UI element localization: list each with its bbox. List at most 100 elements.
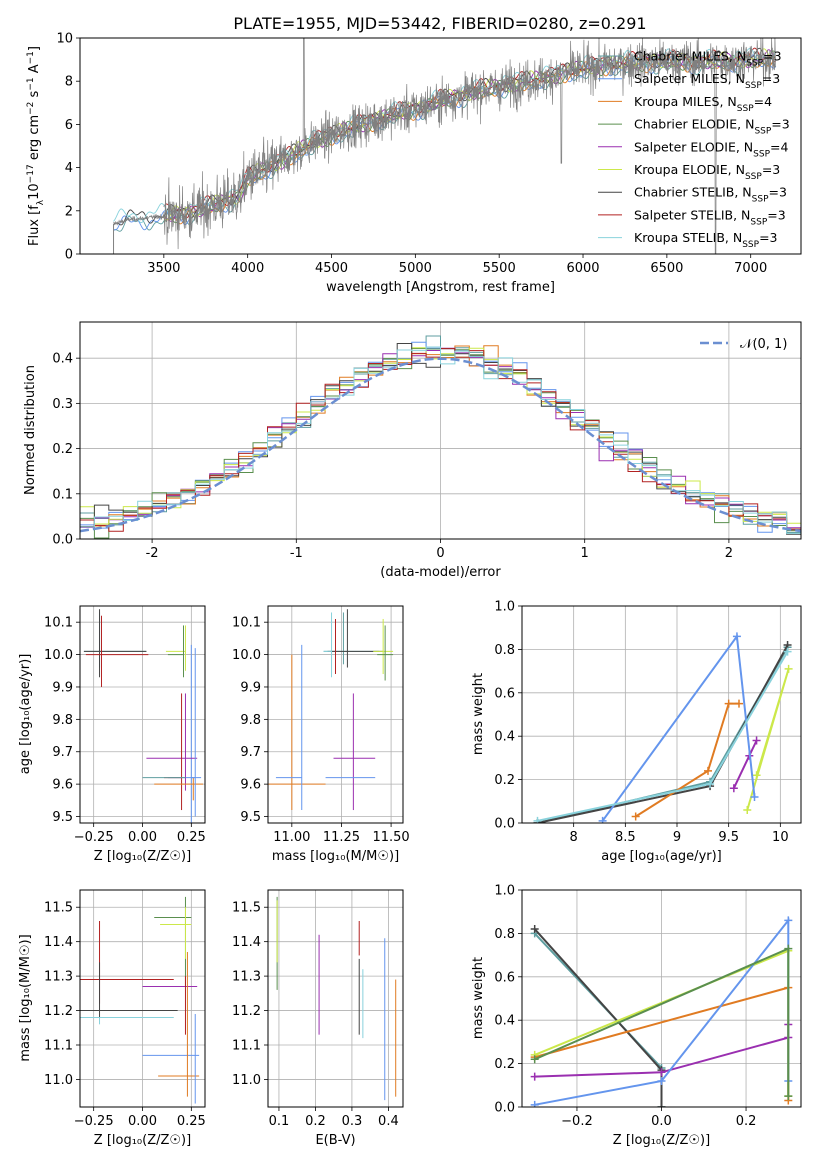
x-tick-label: 11.50 xyxy=(372,830,409,845)
label-part: erg cm xyxy=(27,115,42,164)
weight-point-marker xyxy=(533,816,542,823)
y-tick-label: 0.2 xyxy=(494,1057,515,1072)
x-tick-label: 1 xyxy=(581,546,589,561)
x-tick-label: 0.2 xyxy=(736,1114,757,1129)
y-tick-label: 0.8 xyxy=(494,927,515,942)
x-tick-label: 4000 xyxy=(231,261,264,276)
y-axis-label: mass weight xyxy=(471,673,486,755)
ticks: −0.2 0.0 0.2 0.0 0.2 0.4 0.6 0.8 1.0 xyxy=(494,884,756,1130)
weight-point-marker xyxy=(732,632,741,641)
label-part: s xyxy=(27,90,42,101)
x-tick-label: 0.00 xyxy=(128,1114,157,1129)
y-tick-label: 8 xyxy=(65,75,73,90)
legend-value: =3 xyxy=(769,185,787,200)
y-tick-label: 10.1 xyxy=(44,616,73,631)
y-tick-label: 0 xyxy=(65,248,73,263)
legend-label: 𝒩(0, 1) xyxy=(740,337,787,352)
y-axis-label: mass [log₁₀(M/M☉)] xyxy=(18,934,33,1061)
axes-frame xyxy=(267,889,404,1108)
x-tick-label: 0.2 xyxy=(305,1114,326,1129)
normal-reference-curve xyxy=(80,357,801,533)
plot-area xyxy=(276,896,397,1101)
plot-area xyxy=(80,335,801,539)
axes-frame xyxy=(79,889,206,1108)
axes-frame xyxy=(521,605,802,824)
gridlines xyxy=(80,890,205,1107)
legend-value: =4 xyxy=(754,94,772,109)
weight-point-marker xyxy=(657,1076,666,1085)
y-tick-label: 0.2 xyxy=(52,442,73,457)
y-tick-label: 4 xyxy=(65,161,73,176)
legend-sub: SSP xyxy=(742,240,759,250)
y-tick-label: 0.0 xyxy=(494,1101,515,1116)
gridlines xyxy=(268,890,403,1107)
legend-value: =4 xyxy=(770,139,788,154)
axes-weight_vs_Z: −0.2 0.0 0.2 0.0 0.2 0.4 0.6 0.8 1.0 Z [log₁₀(Z/Z… xyxy=(471,884,802,1148)
legend-value: =3 xyxy=(762,162,780,177)
ticks: 0.1 0.2 0.3 0.4 11.0 11.1 11.2 11.3 11.4 11.5 xyxy=(232,901,399,1129)
axes-weight_vs_age: 8 8.5 9 9.5 10 0.0 0.2 0.4 0.6 0.8 1.0 age [log₁₀(a… xyxy=(471,600,802,864)
weight-point-marker xyxy=(729,784,738,793)
label-part: 10 xyxy=(27,183,42,200)
legend-sub: SSP xyxy=(745,172,762,182)
ticks: 8 8.5 9 9.5 10 0.0 0.2 0.4 0.6 0.8 1.0 xyxy=(494,600,788,846)
legend-label: Kroupa ELODIE, NSSP=3 xyxy=(634,162,780,182)
y-tick-label: 9.5 xyxy=(52,810,73,825)
label-part: −1 xyxy=(26,77,36,90)
y-axis-label: age [log₁₀(age/yr)] xyxy=(18,654,33,775)
x-tick-label: −0.25 xyxy=(74,1114,114,1129)
weight-series-line xyxy=(533,928,663,1107)
weight-point-marker xyxy=(752,771,761,780)
y-tick-label: 11.3 xyxy=(44,970,73,985)
y-tick-label: 10 xyxy=(56,32,73,47)
y-tick-label: 9.5 xyxy=(240,810,261,825)
ticks: 3500 4000 4500 5000 5500 6000 6500 7000 0 2 4 6 8 10 xyxy=(56,32,767,277)
gridlines xyxy=(80,606,205,823)
residual-histogram xyxy=(80,346,801,534)
plot-area xyxy=(530,916,793,1107)
y-axis-label: Normed distribution xyxy=(23,365,38,495)
x-tick-label: 5500 xyxy=(483,261,516,276)
legend-sub: SSP xyxy=(752,195,769,205)
label-part: −2 xyxy=(26,102,36,115)
label-part: λ xyxy=(36,199,46,205)
y-tick-label: 9.7 xyxy=(52,745,73,760)
ticks: −0.25 0.00 0.25 11.0 11.1 11.2 11.3 11.4 11.5 xyxy=(44,901,206,1129)
x-tick-label: 0.25 xyxy=(177,1114,206,1129)
x-tick-label: 9.5 xyxy=(718,830,739,845)
legend-value: =3 xyxy=(771,117,789,132)
x-tick-label: 7000 xyxy=(734,261,767,276)
x-tick-label: 5000 xyxy=(399,261,432,276)
x-axis-label: mass [log₁₀(M/M☉)] xyxy=(272,849,399,864)
x-axis-label: Z [log₁₀(Z/Z☉)] xyxy=(94,849,191,864)
y-tick-label: 9.8 xyxy=(52,713,73,728)
y-tick-label: 11.5 xyxy=(44,901,73,916)
y-tick-label: 11.4 xyxy=(232,935,261,950)
plot-area xyxy=(533,632,793,823)
legend-text: Chabrier ELODIE, N xyxy=(634,117,754,132)
y-tick-label: 9.6 xyxy=(240,778,261,793)
legend-sub: SSP xyxy=(753,149,770,159)
x-axis-label: Z [log₁₀(Z/Z☉)] xyxy=(613,1133,710,1148)
legend-value: =3 xyxy=(762,71,780,86)
weight-point-marker xyxy=(752,736,761,745)
y-tick-label: 9.9 xyxy=(240,680,261,695)
x-tick-label: 0 xyxy=(436,546,444,561)
x-tick-label: 8.5 xyxy=(615,830,636,845)
y-tick-label: 11.2 xyxy=(44,1004,73,1019)
legend-label: Chabrier MILES, NSSP=3 xyxy=(634,49,782,69)
y-tick-label: 0.6 xyxy=(494,970,515,985)
legend-sub: SSP xyxy=(750,217,767,227)
weight-point-marker xyxy=(530,1072,539,1081)
y-tick-label: 1.0 xyxy=(494,884,515,899)
x-tick-label: 0.1 xyxy=(269,1114,290,1129)
y-tick-label: 9.7 xyxy=(240,745,261,760)
y-tick-label: 0.1 xyxy=(52,487,73,502)
weight-point-marker xyxy=(631,812,640,821)
x-axis-label: wavelength [Angstrom, rest frame] xyxy=(326,280,555,295)
y-tick-label: 0.0 xyxy=(494,817,515,832)
x-tick-label: −0.2 xyxy=(561,1114,593,1129)
weight-point-marker xyxy=(743,805,752,814)
axes-spectrum: 3500 4000 4500 5000 5500 6000 6500 7000 0 2 4 6 8 10 w… xyxy=(26,32,802,295)
